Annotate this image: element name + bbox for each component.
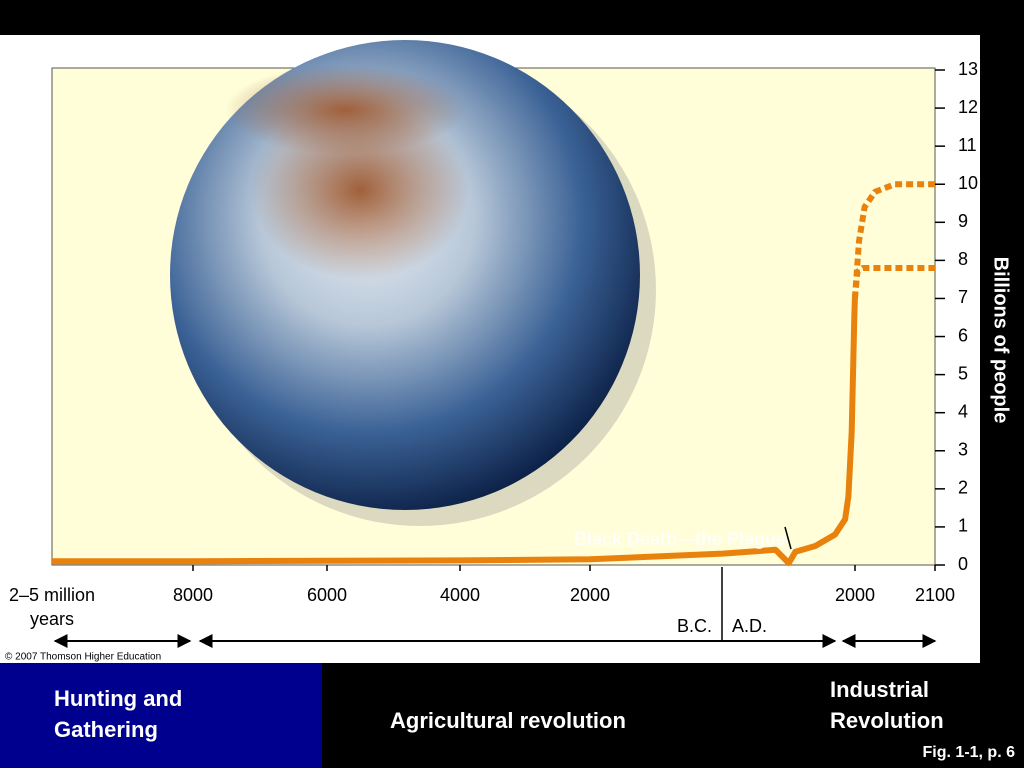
- era-label: A.D.: [732, 616, 767, 636]
- x-tick-label: 2000: [835, 585, 875, 605]
- series-line: [851, 265, 935, 299]
- x-start-label: years: [30, 609, 74, 629]
- y-tick-label: 13: [958, 59, 978, 79]
- y-tick-label: 7: [958, 287, 968, 307]
- y-tick-label: 12: [958, 97, 978, 117]
- earth-photo: [170, 40, 656, 526]
- x-tick-label: 6000: [307, 585, 347, 605]
- x-start-label: 2–5 million: [9, 585, 95, 605]
- right-strip: [980, 35, 1024, 663]
- series-line: [52, 298, 858, 567]
- annotation: Black Death—the Plague: [574, 529, 786, 549]
- x-tick-label: 2100: [915, 585, 955, 605]
- y-tick-label: 3: [958, 440, 968, 460]
- plague-marker: [784, 526, 792, 550]
- y-tick-label: 6: [958, 325, 968, 345]
- era-caption: Agricultural revolution: [390, 708, 626, 733]
- era-caption: Industrial Revolution: [830, 677, 944, 733]
- era-label: B.C.: [677, 616, 712, 636]
- y-tick-label: 10: [958, 173, 978, 193]
- x-tick-label: 4000: [440, 585, 480, 605]
- footer-highlight: [0, 663, 322, 768]
- y-tick-label: 4: [958, 401, 968, 421]
- y-tick-label: 11: [958, 135, 977, 155]
- figure-ref: Fig. 1-1, p. 6: [923, 744, 1016, 761]
- era-caption: Hunting and Gathering: [54, 686, 182, 742]
- x-tick-label: 8000: [173, 585, 213, 605]
- y-tick-label: 9: [958, 211, 968, 231]
- y-tick-label: 1: [958, 516, 968, 536]
- y-tick-label: 8: [958, 249, 968, 269]
- x-tick-label: 2000: [570, 585, 610, 605]
- y-tick-label: 0: [958, 554, 968, 574]
- copyright: © 2007 Thomson Higher Education: [5, 652, 161, 663]
- y-tick-label: 5: [958, 363, 968, 383]
- series-line: [851, 181, 935, 299]
- y-axis-label: Billions of people: [990, 257, 1012, 424]
- y-tick-label: 2: [958, 478, 968, 498]
